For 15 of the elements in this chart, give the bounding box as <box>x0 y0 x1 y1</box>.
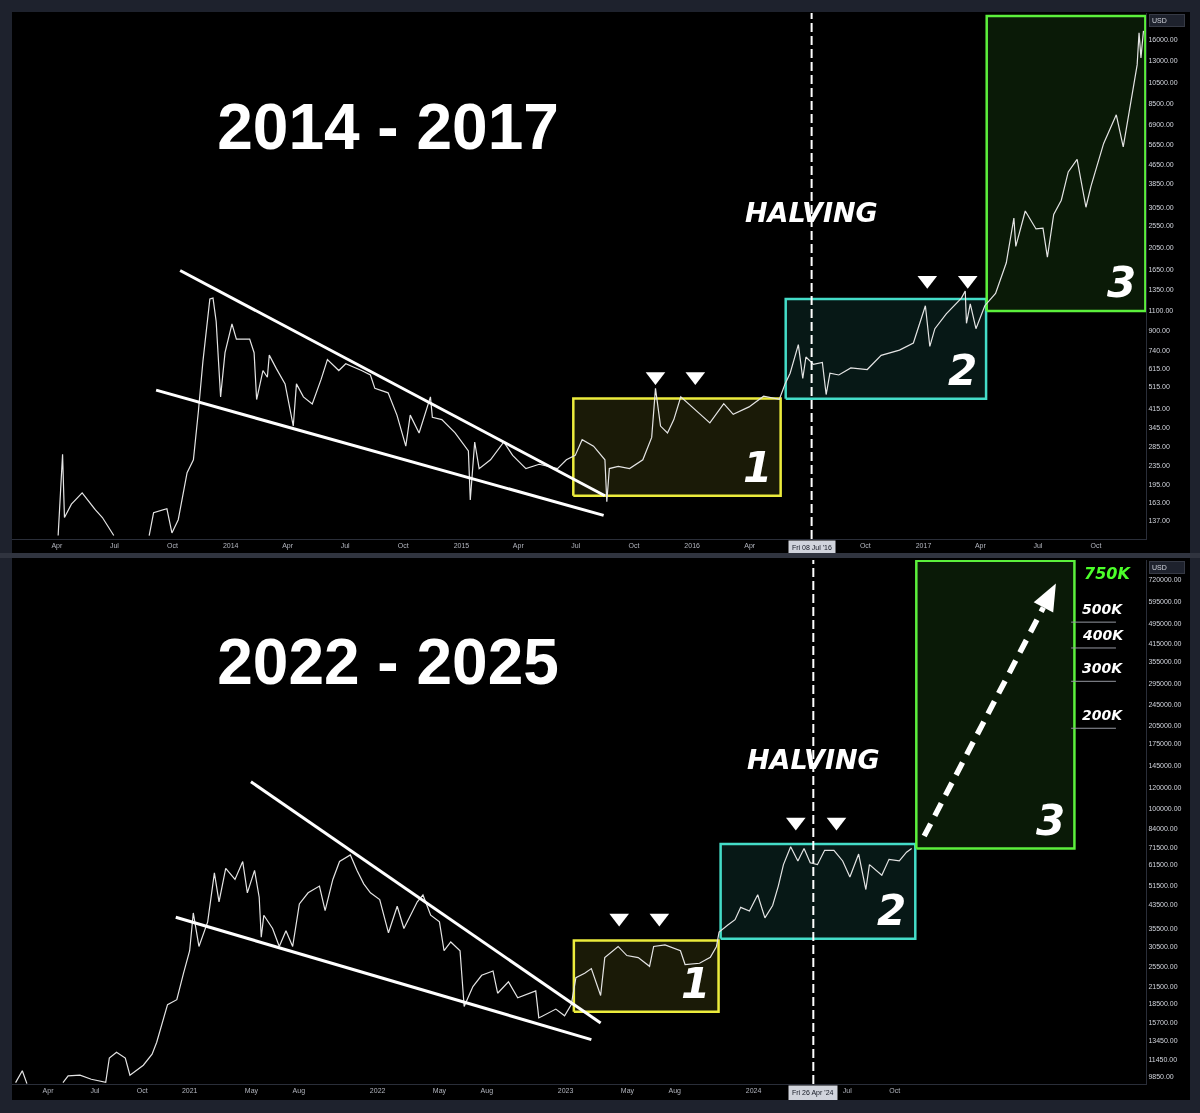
series-label: 1 <box>743 443 773 492</box>
ref-line-label: 300K <box>1082 660 1124 676</box>
ref-line-label: HALVING <box>747 744 880 775</box>
ref-line-label: 500K <box>1082 601 1124 617</box>
ref-line-label: HALVING <box>745 197 878 228</box>
series-label: 1 <box>681 959 711 1008</box>
annotation: 750K <box>1084 564 1132 583</box>
series-label: 3 <box>1036 796 1066 845</box>
series-label: 2 <box>948 346 978 395</box>
series-label: 3 <box>1107 258 1137 307</box>
text: 2022 - 2025 <box>217 626 559 699</box>
ref-line-label: 400K <box>1082 627 1125 643</box>
ref-line-label: 200K <box>1082 707 1124 723</box>
series-label: 2 <box>877 886 907 935</box>
text: 2014 - 2017 <box>217 91 559 164</box>
